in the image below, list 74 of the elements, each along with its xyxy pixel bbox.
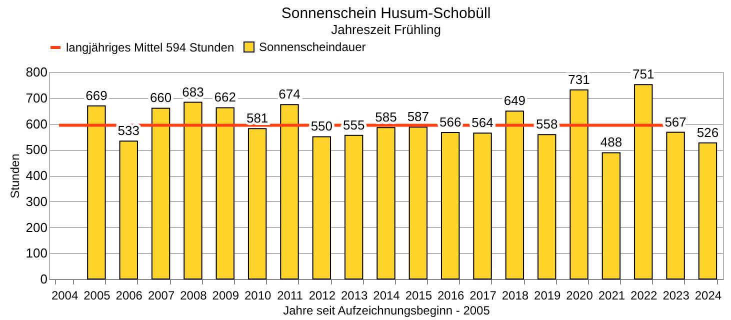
bar bbox=[87, 105, 106, 280]
legend-label: Sonnenscheindauer bbox=[259, 40, 366, 54]
x-tick-label: 2010 bbox=[244, 288, 272, 302]
x-tick-label: 2014 bbox=[373, 288, 400, 302]
y-tick-label: 0 bbox=[40, 272, 48, 286]
x-tick-label: 2015 bbox=[405, 288, 432, 302]
data-label: 585 bbox=[375, 110, 397, 125]
y-tick-label: 700 bbox=[26, 90, 48, 106]
data-label: 751 bbox=[632, 66, 654, 82]
data-label: 731 bbox=[568, 72, 590, 87]
bar bbox=[440, 132, 460, 280]
bar bbox=[505, 110, 524, 280]
x-tick-label: 2013 bbox=[340, 288, 368, 302]
bar bbox=[312, 136, 332, 280]
x-tick-label: 2012 bbox=[308, 288, 336, 302]
bar bbox=[280, 104, 299, 280]
bar bbox=[376, 127, 396, 280]
data-label: 674 bbox=[278, 86, 300, 102]
bar bbox=[473, 132, 492, 280]
data-label: 649 bbox=[504, 93, 526, 108]
bar bbox=[119, 140, 138, 280]
x-axis-title: Jahre seit Aufzeichnungsbeginn - 2005 bbox=[283, 304, 490, 318]
y-tick-label: 400 bbox=[26, 168, 48, 183]
x-tick-label: 2022 bbox=[630, 288, 658, 302]
bar bbox=[184, 102, 202, 280]
data-label: 581 bbox=[246, 110, 268, 126]
chart-subtitle: Jahreszeit Frühling bbox=[331, 22, 441, 37]
y-tick-label: 500 bbox=[26, 142, 48, 158]
y-axis-title: Stunden bbox=[8, 154, 22, 198]
data-label: 587 bbox=[407, 109, 430, 124]
bar bbox=[344, 134, 364, 280]
data-label: 662 bbox=[214, 90, 236, 105]
bar bbox=[634, 84, 653, 280]
x-tick-label: 2009 bbox=[212, 288, 240, 302]
x-tick-label: 2017 bbox=[470, 288, 497, 302]
bar bbox=[602, 152, 621, 280]
y-tick-label: 800 bbox=[26, 64, 48, 80]
x-tick-label: 2024 bbox=[694, 288, 722, 302]
y-tick-label: 200 bbox=[26, 220, 48, 235]
data-label: 488 bbox=[600, 134, 622, 150]
bar bbox=[408, 126, 428, 280]
x-tick-label: 2016 bbox=[437, 288, 465, 302]
bar bbox=[666, 132, 685, 280]
data-label: 526 bbox=[696, 124, 719, 140]
x-tick-label: 2020 bbox=[566, 288, 594, 302]
data-label: 550 bbox=[310, 118, 333, 134]
x-tick-label: 2007 bbox=[148, 288, 175, 302]
data-label: 567 bbox=[664, 114, 686, 130]
y-tick-label: 300 bbox=[26, 194, 48, 209]
x-tick-label: 2018 bbox=[502, 288, 529, 302]
bar bbox=[570, 89, 588, 280]
data-label: 660 bbox=[150, 90, 172, 106]
data-label: 558 bbox=[536, 116, 558, 132]
x-tick-label: 2005 bbox=[84, 288, 111, 302]
chart-title: Sonnenschein Husum-Schobüll bbox=[281, 5, 491, 22]
x-tick-label: 2019 bbox=[534, 288, 562, 302]
x-tick-label: 2011 bbox=[277, 288, 304, 302]
x-tick-label: 2008 bbox=[180, 288, 208, 302]
y-tick-label: 600 bbox=[26, 116, 48, 132]
bar bbox=[538, 134, 556, 280]
bar bbox=[151, 108, 170, 280]
bar bbox=[216, 107, 234, 280]
data-label: 533 bbox=[118, 123, 140, 138]
x-tick-label: 2021 bbox=[598, 288, 626, 302]
x-tick-label: 2006 bbox=[116, 288, 143, 302]
y-tick-label: 100 bbox=[26, 246, 48, 261]
x-tick-label: 2023 bbox=[662, 288, 690, 302]
bar bbox=[248, 128, 267, 280]
legend-label: langjähriges Mittel 594 Stunden bbox=[66, 40, 234, 54]
data-label: 669 bbox=[86, 88, 108, 103]
data-label: 683 bbox=[182, 84, 204, 100]
data-label: 555 bbox=[342, 117, 365, 132]
bar bbox=[698, 142, 718, 280]
x-tick-label: 2004 bbox=[51, 288, 78, 302]
